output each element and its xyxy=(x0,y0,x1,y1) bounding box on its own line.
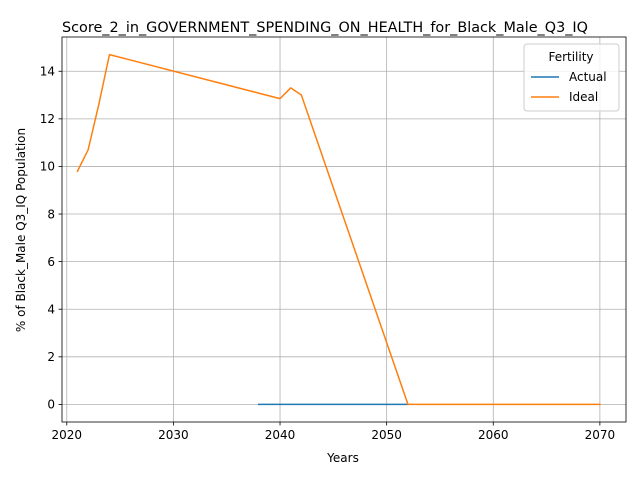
y-axis-label: % of Black_Male Q3_IQ Population xyxy=(14,128,28,332)
x-tick-label: 2050 xyxy=(371,428,402,442)
chart-title: Score_2_in_GOVERNMENT_SPENDING_ON_HEALTH… xyxy=(62,20,588,36)
legend-title: Fertility xyxy=(548,50,593,64)
x-tick-label: 2060 xyxy=(478,428,509,442)
legend-label-ideal: Ideal xyxy=(569,90,598,104)
series-line-ideal xyxy=(76,53,601,406)
legend: Fertility Actual Ideal xyxy=(523,43,620,112)
plot-frame xyxy=(61,36,627,423)
x-axis-label: Years xyxy=(326,451,359,465)
y-tick-label: 8 xyxy=(47,207,55,221)
x-tick-label: 2020 xyxy=(52,428,83,442)
y-tick-label: 10 xyxy=(40,160,55,174)
y-tick-label: 2 xyxy=(47,350,55,364)
series-lines xyxy=(76,53,601,406)
y-tick-label: 4 xyxy=(47,303,55,317)
x-tick-label: 2030 xyxy=(158,428,189,442)
x-axis-ticks: 2020 2030 2040 2050 2060 2070 xyxy=(52,422,616,442)
x-tick-label: 2040 xyxy=(265,428,296,442)
legend-box xyxy=(523,43,620,112)
legend-label-actual: Actual xyxy=(569,70,607,84)
y-axis-ticks: 0 2 4 6 8 10 12 14 xyxy=(40,65,62,412)
y-tick-label: 14 xyxy=(40,65,55,79)
y-tick-label: 6 xyxy=(47,255,55,269)
y-tick-label: 12 xyxy=(40,112,55,126)
y-tick-label: 0 xyxy=(47,398,55,412)
x-tick-label: 2070 xyxy=(585,428,616,442)
